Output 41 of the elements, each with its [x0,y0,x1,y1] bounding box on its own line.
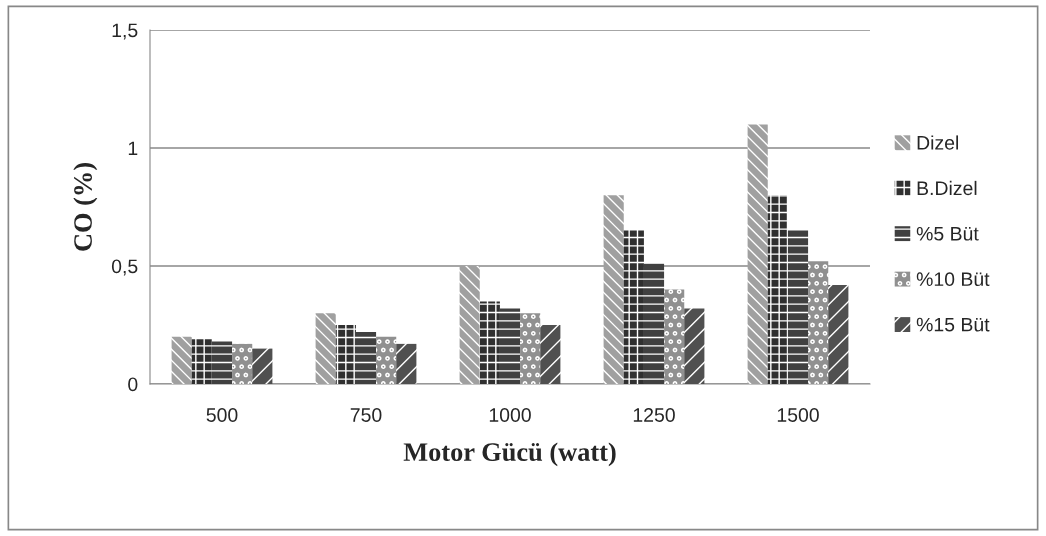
bar [315,313,336,384]
legend-label: %5 Büt [916,226,979,241]
bar [171,336,192,384]
bar [603,195,624,384]
x-tick-label: 500 [206,408,238,422]
bar [479,301,500,384]
bar [211,341,233,384]
y-tick-label: 1,5 [112,23,138,40]
legend-label: Dizel [917,135,959,150]
bar [396,343,417,384]
x-tick-label: 1500 [777,408,819,422]
bar [520,313,541,384]
x-axis-title: Motor Gücü (watt) [403,442,616,467]
bar [684,308,705,384]
bar [499,308,521,384]
bar [808,261,829,384]
legend-label: %15 Büt [916,317,990,332]
bar [747,124,768,384]
bar [376,336,397,384]
y-axis-title: CO (%) [73,163,98,251]
y-tick-label: 1 [128,141,138,156]
x-tick-label: 1250 [633,408,675,422]
bar [828,284,849,384]
bar [459,266,480,384]
legend-label: %10 Büt [916,272,990,287]
bar [767,195,788,384]
bar [623,230,644,384]
bar [355,332,377,384]
legend-label: B.Dizel [917,180,977,196]
bar [252,348,273,384]
bar [664,289,685,384]
y-tick-label: 0,5 [111,259,138,276]
x-tick-label: 750 [350,408,382,422]
bar [335,325,356,384]
bar [643,263,665,384]
y-tick-label: 0 [128,377,138,392]
bar [191,339,212,384]
x-tick-label: 1000 [489,408,531,422]
bar [540,325,561,384]
bar [232,343,253,384]
bar [787,230,809,384]
